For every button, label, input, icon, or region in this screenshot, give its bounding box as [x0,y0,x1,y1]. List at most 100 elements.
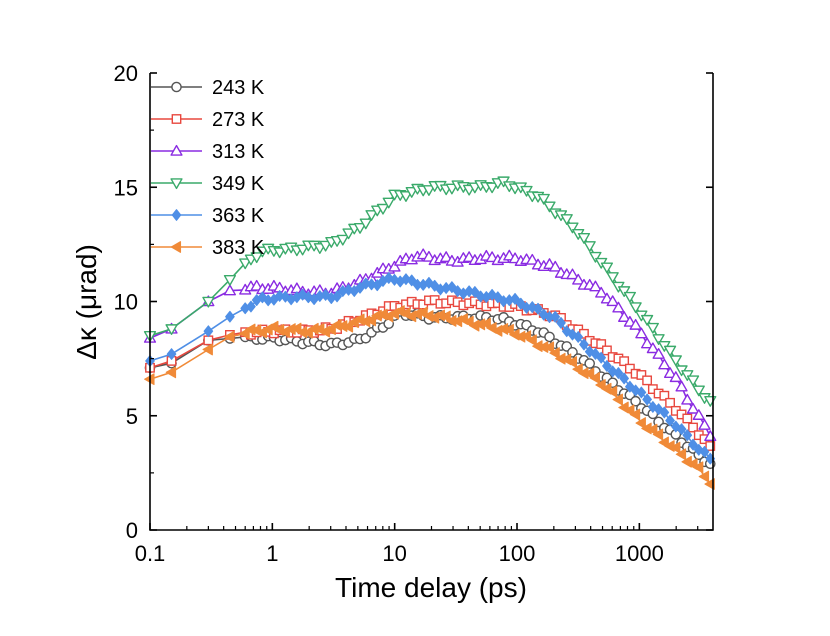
data-point [646,423,658,436]
data-point [636,370,647,380]
data-point [669,371,682,383]
y-tick-label: 0 [126,518,138,543]
data-point [705,441,716,451]
data-point [648,401,658,413]
data-point [503,323,514,336]
data-point [297,288,308,301]
data-point [510,292,520,305]
data-point [623,404,635,417]
axes: 0 5 10 15 20 0.1 1 10 100 1000 [114,61,714,566]
data-point [452,285,463,298]
data-point [663,367,677,378]
data-point [273,247,286,259]
data-point [646,322,659,334]
data-point [572,273,585,285]
data-point [549,260,562,272]
data-point [202,296,215,308]
data-point [319,240,332,252]
data-point [573,331,584,343]
legend-marker [171,209,182,221]
y-tick-label: 20 [114,61,138,86]
x-tick-label: 1000 [615,541,664,566]
x-tick-label: 1 [266,541,278,566]
legend-marker [170,241,182,253]
legend-entry: 383 K [151,237,265,259]
data-point [698,470,710,483]
data-point [692,461,704,474]
legend-label: 313 K [212,141,265,163]
data-point [577,233,591,244]
y-tick-label: 5 [126,404,138,429]
data-point [246,300,256,313]
x-tick-label: 10 [382,541,406,566]
data-point [470,286,480,298]
data-point [239,258,252,270]
data-point [561,325,572,338]
data-point [342,320,354,333]
data-point [353,222,367,234]
data-point [223,284,237,296]
data-point [704,478,715,490]
series-349k [143,176,717,407]
data-point [630,384,641,397]
data-point [365,210,378,221]
data-point [665,397,675,408]
data-point [544,331,555,343]
data-point [612,393,623,406]
data-point [224,330,235,343]
data-point [663,345,677,357]
data-point [566,222,579,234]
data-point [203,335,214,346]
data-point [642,375,653,386]
data-point [659,390,670,401]
data-point [296,244,309,256]
data-point [675,380,688,392]
data-point [336,234,349,246]
data-point [658,358,671,370]
data-point [549,347,560,359]
data-point [606,295,619,307]
data-point [692,385,705,397]
data-point [629,302,642,314]
data-point [669,441,681,454]
legend-marker [171,114,182,124]
data-point [366,278,377,291]
data-point [600,262,614,274]
data-point [630,395,641,407]
data-point [589,372,600,384]
data-point [342,228,355,240]
data-point [659,406,670,419]
data-point [537,193,550,205]
data-point [388,260,401,272]
data-point [556,316,566,329]
data-point [596,351,607,364]
data-point [693,443,704,456]
data-point [543,201,556,213]
data-point [526,253,539,265]
data-point [589,280,602,292]
data-point [376,203,390,215]
data-point [681,393,694,405]
data-point [682,429,693,442]
legend-marker [171,81,182,93]
legend: 243 K 273 K 313 K 349 K 363 K 383 K [151,77,265,259]
data-point [203,325,214,338]
data-point [619,356,630,367]
data-point [665,414,675,427]
data-point [692,409,705,420]
data-point [223,274,237,286]
data-point [652,347,665,359]
data-point [422,250,436,262]
legend-marker [170,144,183,156]
data-point [579,338,589,351]
data-point [325,323,336,336]
legend-label: 383 K [212,237,265,259]
data-point [595,286,608,298]
data-point [520,185,533,197]
y-axis-title: Δκ (μrad) [71,244,102,360]
data-point [583,241,596,252]
data-point [688,438,698,451]
data-point [642,393,652,406]
data-point [669,355,682,367]
